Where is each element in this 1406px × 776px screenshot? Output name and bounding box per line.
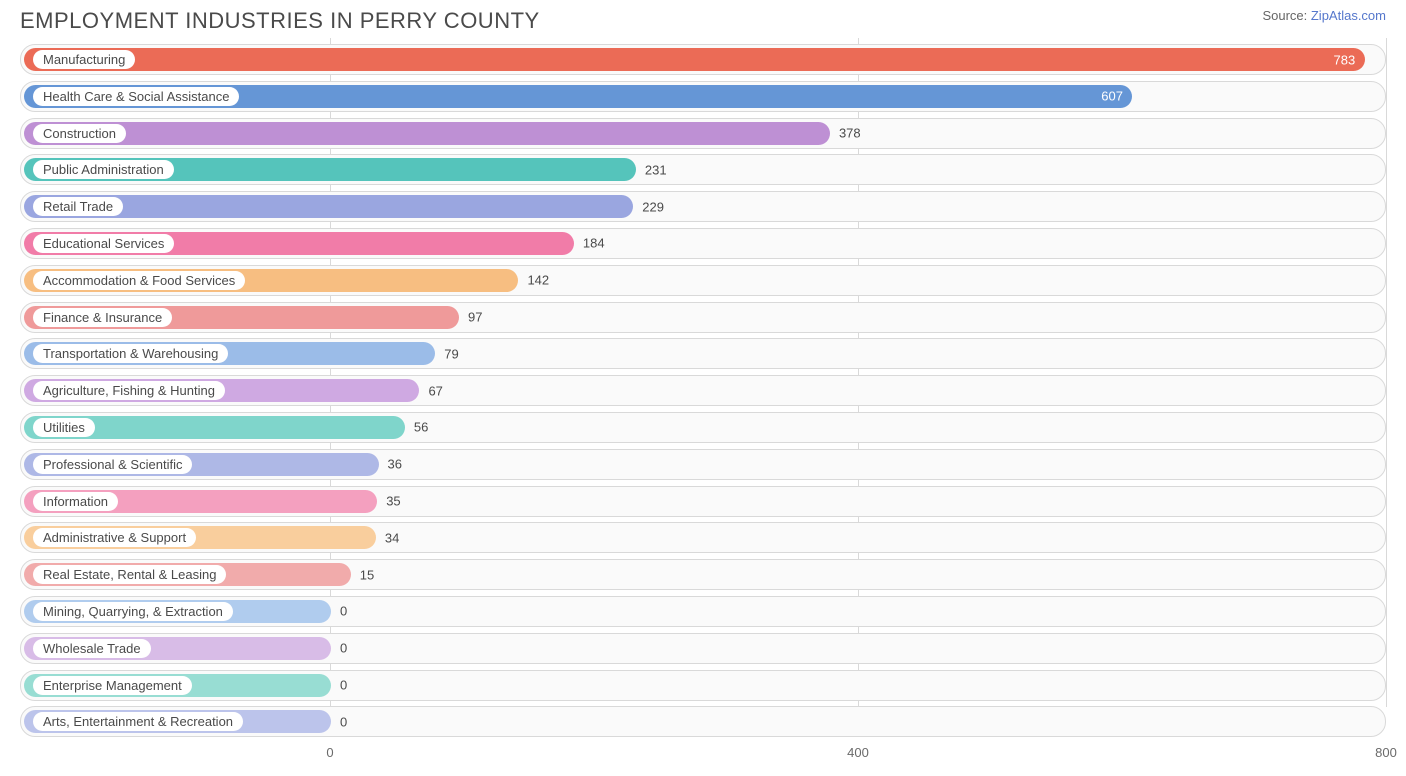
bar-label: Wholesale Trade xyxy=(33,639,151,658)
bar-fill xyxy=(24,122,830,145)
bar-value: 79 xyxy=(444,346,458,361)
bar-label: Health Care & Social Assistance xyxy=(33,87,239,106)
bars-container: Manufacturing 783 Health Care & Social Ass… xyxy=(20,44,1386,737)
bar-value: 0 xyxy=(340,678,347,693)
source-prefix: Source: xyxy=(1262,8,1310,23)
source-attribution: Source: ZipAtlas.com xyxy=(1262,8,1386,23)
bar-value: 97 xyxy=(468,310,482,325)
bar-value: 378 xyxy=(839,126,861,141)
gridline xyxy=(1386,38,1387,707)
bar-label: Transportation & Warehousing xyxy=(33,344,228,363)
bar-row: Agriculture, Fishing & Hunting 67 xyxy=(20,375,1386,406)
bar-label: Finance & Insurance xyxy=(33,308,172,327)
chart-title: EMPLOYMENT INDUSTRIES IN PERRY COUNTY xyxy=(20,8,540,34)
bar-value: 184 xyxy=(583,236,605,251)
bar-label: Accommodation & Food Services xyxy=(33,271,245,290)
bar-row: Utilities 56 xyxy=(20,412,1386,443)
source-link[interactable]: ZipAtlas.com xyxy=(1311,8,1386,23)
bar-row: Manufacturing 783 xyxy=(20,44,1386,75)
bar-row: Transportation & Warehousing 79 xyxy=(20,338,1386,369)
bar-row: Professional & Scientific 36 xyxy=(20,449,1386,480)
bar-value: 36 xyxy=(388,457,402,472)
bar-row: Accommodation & Food Services 142 xyxy=(20,265,1386,296)
bar-fill xyxy=(24,48,1365,71)
bar-row: Health Care & Social Assistance 607 xyxy=(20,81,1386,112)
bar-value: 56 xyxy=(414,420,428,435)
bar-row: Wholesale Trade 0 xyxy=(20,633,1386,664)
bar-value: 15 xyxy=(360,567,374,582)
x-axis-tick-label: 800 xyxy=(1375,745,1397,760)
bar-label: Agriculture, Fishing & Hunting xyxy=(33,381,225,400)
x-axis-tick-label: 0 xyxy=(326,745,333,760)
bar-value: 34 xyxy=(385,530,399,545)
bar-value: 142 xyxy=(527,273,549,288)
bar-label: Mining, Quarrying, & Extraction xyxy=(33,602,233,621)
chart-area: Manufacturing 783 Health Care & Social Ass… xyxy=(0,38,1406,767)
bar-row: Retail Trade 229 xyxy=(20,191,1386,222)
bar-label: Public Administration xyxy=(33,160,174,179)
bar-label: Administrative & Support xyxy=(33,528,196,547)
bar-label: Educational Services xyxy=(33,234,174,253)
bar-label: Information xyxy=(33,492,118,511)
bar-value: 231 xyxy=(645,162,667,177)
bar-label: Utilities xyxy=(33,418,95,437)
bar-label: Construction xyxy=(33,124,126,143)
bar-row: Enterprise Management 0 xyxy=(20,670,1386,701)
bar-label: Enterprise Management xyxy=(33,676,192,695)
bar-row: Public Administration 231 xyxy=(20,154,1386,185)
bar-row: Mining, Quarrying, & Extraction 0 xyxy=(20,596,1386,627)
bar-label: Manufacturing xyxy=(33,50,135,69)
bar-value: 67 xyxy=(428,383,442,398)
bar-value: 0 xyxy=(340,714,347,729)
bar-row: Administrative & Support 34 xyxy=(20,522,1386,553)
bar-row: Educational Services 184 xyxy=(20,228,1386,259)
bar-value: 0 xyxy=(340,604,347,619)
bar-label: Professional & Scientific xyxy=(33,455,192,474)
bar-value: 229 xyxy=(642,199,664,214)
x-axis-tick-label: 400 xyxy=(847,745,869,760)
bar-row: Real Estate, Rental & Leasing 15 xyxy=(20,559,1386,590)
bar-row: Construction 378 xyxy=(20,118,1386,149)
bar-label: Real Estate, Rental & Leasing xyxy=(33,565,226,584)
bar-value: 783 xyxy=(1334,52,1356,67)
bar-label: Retail Trade xyxy=(33,197,123,216)
bar-value: 35 xyxy=(386,494,400,509)
x-axis-labels: 0400800 xyxy=(20,743,1386,767)
bar-value: 607 xyxy=(1101,89,1123,104)
bar-row: Information 35 xyxy=(20,486,1386,517)
chart-header: EMPLOYMENT INDUSTRIES IN PERRY COUNTY So… xyxy=(0,0,1406,38)
bar-row: Arts, Entertainment & Recreation 0 xyxy=(20,706,1386,737)
bar-row: Finance & Insurance 97 xyxy=(20,302,1386,333)
bar-label: Arts, Entertainment & Recreation xyxy=(33,712,243,731)
bar-value: 0 xyxy=(340,641,347,656)
